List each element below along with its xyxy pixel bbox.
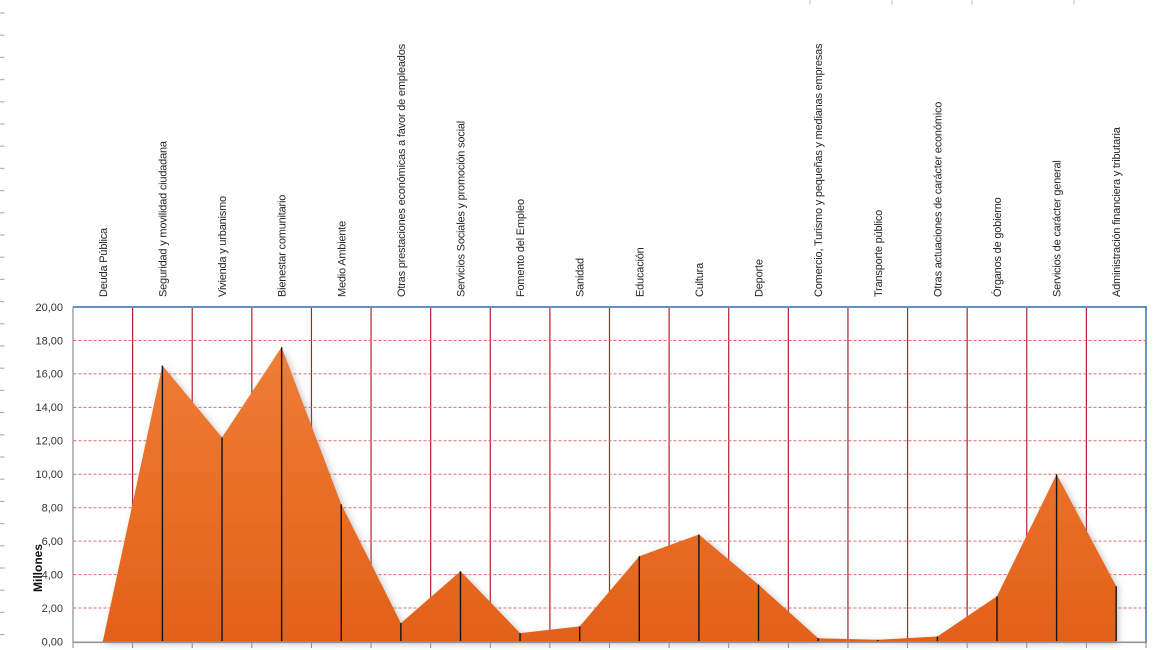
y-axis-title: Millones bbox=[31, 544, 45, 592]
axes-layer bbox=[72, 306, 1147, 648]
area-series bbox=[102, 347, 1117, 642]
y-tick-label: 12,00 bbox=[35, 436, 63, 448]
y-tick-label: 20,00 bbox=[35, 302, 63, 314]
area-series-layer bbox=[102, 347, 1117, 642]
category-label: Servicios Sociales y promoción social bbox=[455, 121, 467, 297]
category-label: Vivienda y urbanismo bbox=[217, 196, 229, 297]
y-tick-label: 8,00 bbox=[42, 503, 63, 515]
category-label: Transporte público bbox=[873, 210, 885, 297]
category-label: Deuda Pública bbox=[98, 227, 110, 297]
y-tick-label: 4,00 bbox=[42, 569, 63, 581]
category-label: Otras prestaciones económicas a favor de… bbox=[396, 43, 408, 297]
category-label: Seguridad y movilidad ciudadana bbox=[157, 140, 169, 297]
category-label: Fomento del Empleo bbox=[515, 199, 527, 297]
category-label: Órganos de gobierno bbox=[991, 197, 1004, 297]
category-label: Administración financiera y tributaria bbox=[1111, 126, 1123, 297]
y-tick-label: 14,00 bbox=[35, 402, 63, 414]
category-label: Comercio, Turismo y pequeñas y medianas … bbox=[813, 43, 825, 297]
category-label: Bienestar comunitario bbox=[277, 195, 289, 297]
category-label: Deporte bbox=[754, 259, 766, 297]
category-label: Otras actuaciones de carácter económico bbox=[932, 102, 944, 297]
category-label: Sanidad bbox=[575, 258, 587, 297]
category-label: Educación bbox=[634, 247, 646, 297]
y-tick-label: 18,00 bbox=[35, 335, 63, 347]
category-label: Servicios de carácter general bbox=[1052, 160, 1064, 297]
drop-lines-layer bbox=[161, 347, 1117, 641]
y-tick-label: 0,00 bbox=[42, 636, 63, 648]
y-tick-label: 10,00 bbox=[35, 469, 63, 481]
labels-layer: Deuda Pública Seguridad y movilidad ciuda… bbox=[31, 43, 1123, 648]
image-edge-ticks bbox=[0, 0, 1075, 636]
category-label: Cultura bbox=[694, 262, 706, 297]
y-tick-label: 16,00 bbox=[35, 369, 63, 381]
category-label: Medio Ambiente bbox=[336, 221, 348, 297]
y-tick-label: 2,00 bbox=[42, 603, 63, 615]
y-tick-label: 6,00 bbox=[42, 536, 63, 548]
